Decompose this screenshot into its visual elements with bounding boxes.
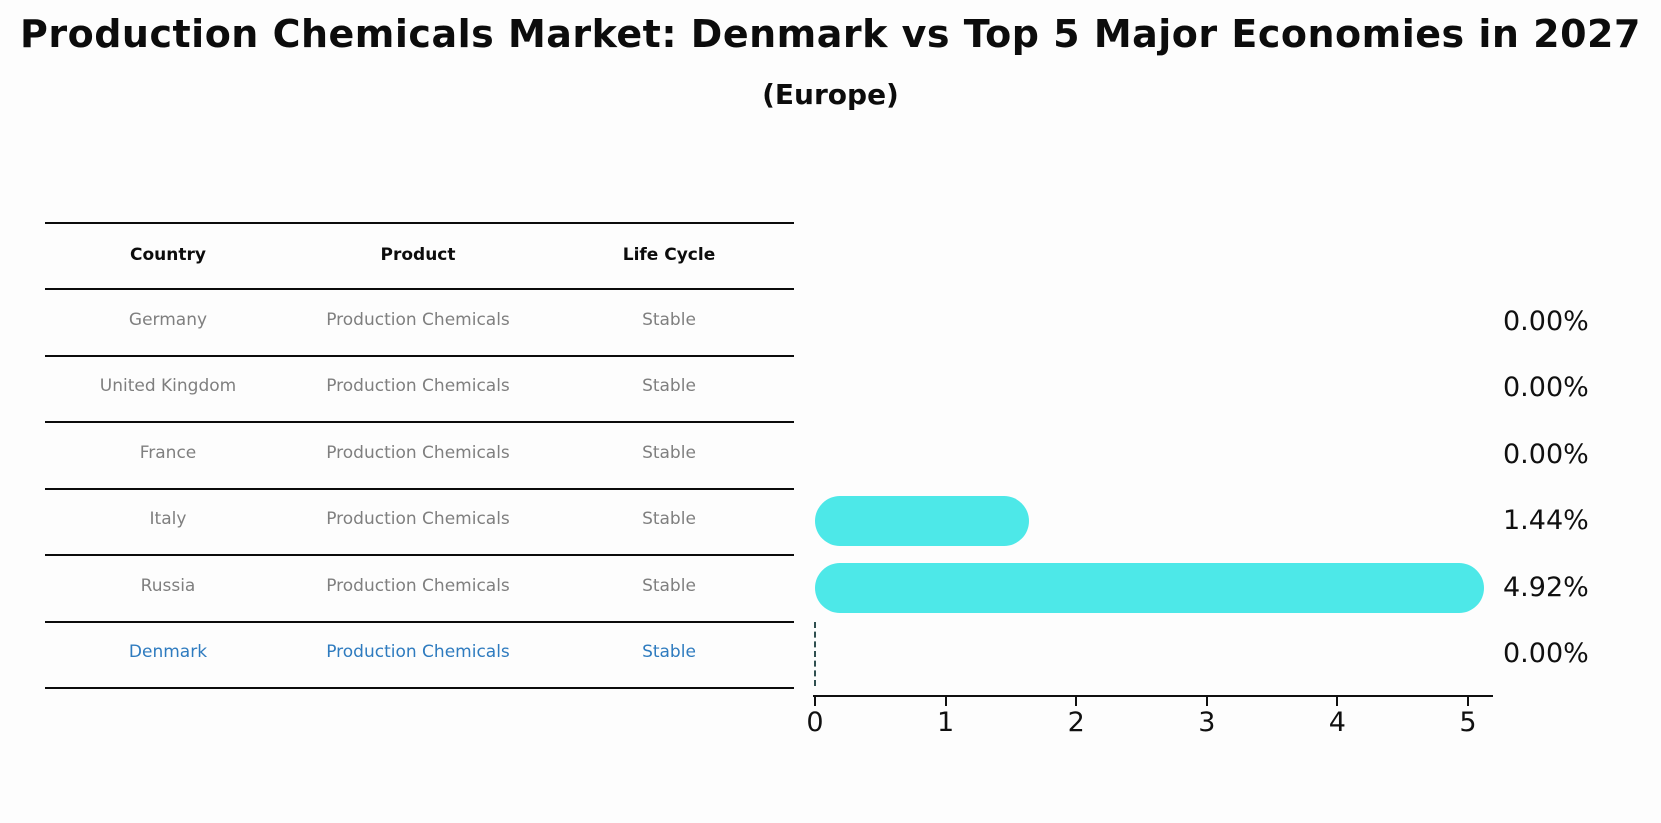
bar-russia [815, 562, 1484, 613]
x-axis-tick [1205, 697, 1208, 706]
x-axis-tick-label: 0 [806, 707, 824, 738]
life-cycle-cell: Stable [642, 376, 696, 397]
page-title: Production Chemicals Market: Denmark vs … [20, 12, 1641, 56]
table-header-border [45, 288, 794, 290]
x-axis-tick-label: 4 [1328, 707, 1346, 738]
value-label: 1.44% [1503, 505, 1589, 537]
life-cycle-cell: Stable [642, 575, 696, 596]
x-axis-tick [1467, 697, 1469, 706]
table-row-border [45, 620, 794, 623]
table-row-border [45, 355, 794, 357]
x-axis-tick [1075, 697, 1078, 706]
table-row-border [45, 687, 794, 689]
table-header-life-cycle: Life Cycle [622, 245, 716, 265]
comparison-table: Country Product Life Cycle Germany Productio… [0, 0, 830, 823]
value-label: 0.00% [1503, 438, 1589, 470]
product-cell: Production Chemicals [326, 442, 510, 463]
life-cycle-cell: Stable [642, 642, 696, 662]
x-axis-tick-label: 5 [1459, 707, 1477, 738]
table-row-border [45, 554, 794, 557]
product-cell: Production Chemicals [326, 376, 510, 397]
product-cell: Production Chemicals [326, 509, 510, 530]
table-row-border [45, 487, 794, 490]
life-cycle-cell: Stable [642, 310, 696, 330]
product-cell: Production Chemicals [326, 575, 510, 596]
x-axis-tick-label: 1 [937, 707, 955, 738]
country-cell: Denmark [128, 642, 208, 662]
x-axis-tick [944, 697, 947, 706]
denmark-zero-marker [814, 622, 816, 686]
x-axis-tick-label: 3 [1198, 707, 1216, 738]
table-top-border [45, 222, 794, 224]
table-header-product: Product [380, 245, 456, 265]
page-subtitle: (Europe) [762, 78, 899, 111]
bar-italy [815, 496, 1030, 547]
value-label: 4.92% [1503, 571, 1589, 603]
value-label: 0.00% [1503, 306, 1589, 337]
life-cycle-cell: Stable [642, 509, 696, 530]
country-cell: United Kingdom [99, 376, 237, 397]
product-cell: Production Chemicals [326, 310, 510, 330]
life-cycle-cell: Stable [642, 442, 696, 463]
product-cell: Production Chemicals [326, 642, 510, 662]
x-axis-tick [1336, 697, 1339, 706]
value-label: 0.00% [1503, 372, 1589, 404]
x-axis-line [813, 695, 1493, 697]
table-row-border [45, 421, 794, 424]
country-cell: Russia [140, 575, 196, 596]
x-axis-tick-label: 2 [1067, 707, 1085, 738]
x-axis-tick [814, 697, 816, 706]
table-header-country: Country [130, 245, 206, 265]
country-cell: France [139, 442, 197, 463]
country-cell: Germany [128, 310, 208, 330]
value-label: 0.00% [1503, 638, 1589, 669]
country-cell: Italy [149, 509, 187, 530]
